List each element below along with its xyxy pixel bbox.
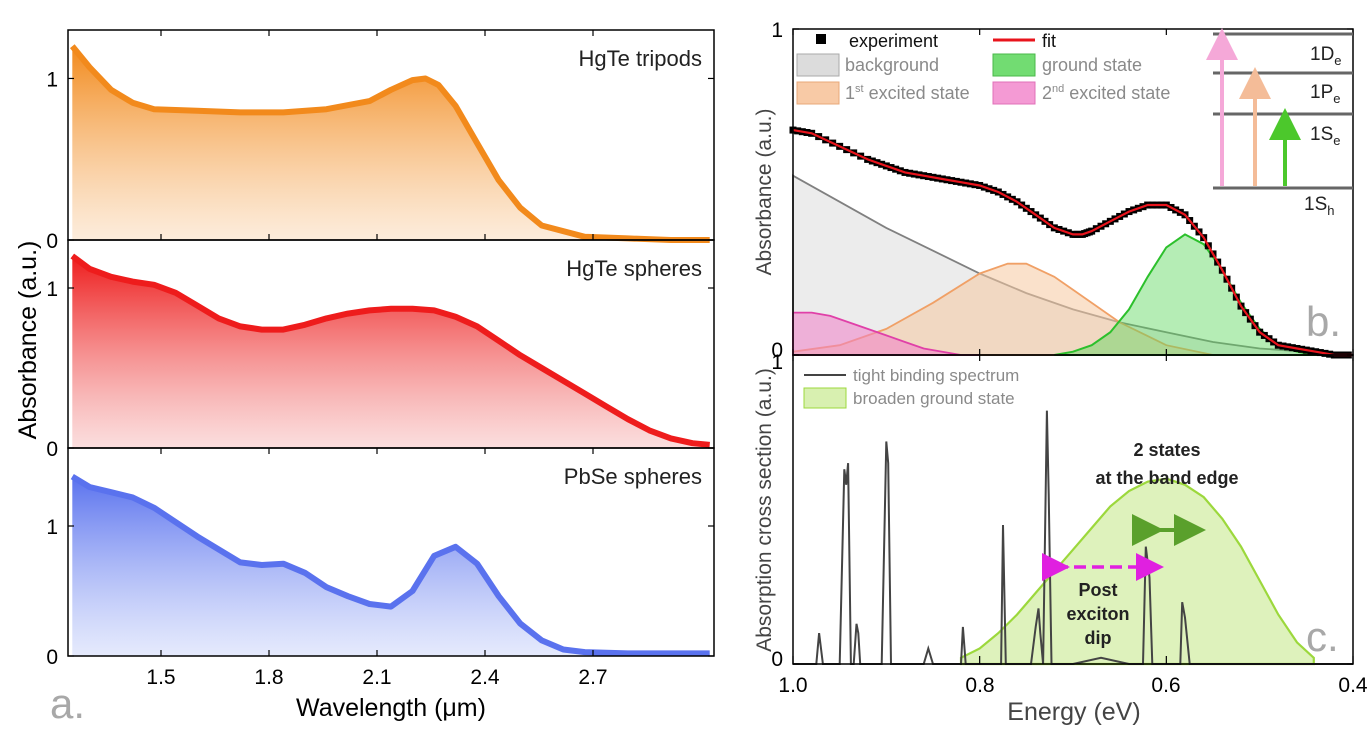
panel-a-letter: a.: [50, 680, 85, 727]
pbse-spheres-plot: [70, 474, 710, 657]
level-label-1de: 1De: [1310, 44, 1342, 68]
panel-a-x-axis-label: Wavelength (μm): [296, 694, 486, 722]
x-tick-label: 2.4: [470, 666, 500, 689]
legend-background-swatch: [796, 53, 840, 77]
hgte-tripods-plot: [69, 44, 710, 243]
panel-b-letter: b.: [1306, 298, 1341, 345]
panel-c-frame: [792, 354, 1354, 665]
panel-b-x-ticks: [792, 29, 1354, 355]
y-tick-label: 0: [771, 339, 783, 362]
panel-a-x-ticks: [160, 30, 594, 656]
fit-line: [792, 129, 1353, 357]
legend-first-excited-label: 1st excited state: [845, 83, 970, 103]
panel-b-y-axis-label: Absorbance (a.u.): [753, 109, 776, 276]
x-tick-label: 0.8: [965, 674, 994, 697]
panel-c-legend: tight binding spectrum broaden ground st…: [803, 366, 1019, 409]
series-label-hgte-tripods: HgTe tripods: [578, 46, 702, 71]
annotation-band-edge-line1: 2 states: [1133, 440, 1200, 460]
legend-broaden-label: broaden ground state: [853, 389, 1015, 408]
y-tick-label: 0: [771, 648, 783, 671]
y-tick-label: 1: [46, 68, 58, 91]
y-tick-label: 0: [46, 438, 58, 461]
y-tick-label: 0: [46, 646, 58, 669]
panel-c-x-ticks: [792, 355, 1354, 664]
x-tick-label: 0.4: [1338, 674, 1368, 697]
panel-c-y-axis-label: Absorption cross section (a.u.): [753, 368, 776, 652]
y-tick-label: 1: [771, 351, 783, 374]
legend-broaden-swatch: [803, 387, 847, 409]
y-tick-label: 0: [46, 230, 58, 253]
panel-c-letter: c.: [1306, 613, 1339, 660]
panel-a-frame-bottom: [67, 447, 715, 657]
legend-experiment-label: experiment: [849, 31, 938, 51]
level-label-1se: 1Se: [1310, 124, 1340, 148]
annotation-dip-line3: dip: [1085, 628, 1112, 648]
panel-b-legend: experiment fit background ground state 1…: [796, 31, 1170, 105]
legend-ground-swatch: [992, 53, 1036, 77]
legend-first-excited-swatch: [796, 81, 840, 105]
legend-background-label: background: [845, 55, 939, 75]
annotation-band-edge-line2: at the band edge: [1095, 468, 1238, 488]
annotation-dip-line1: Post: [1078, 580, 1117, 600]
legend-fit-label: fit: [1042, 31, 1056, 51]
hgte-tripods-area: [72, 46, 710, 241]
panel-c-x-axis-label: Energy (eV): [1007, 698, 1140, 726]
x-tick-label: 2.1: [362, 666, 391, 689]
hgte-spheres-plot: [70, 253, 710, 448]
panel-a-y-axis-label: Absorbance (a.u.): [14, 241, 42, 440]
x-tick-label: 1.0: [778, 674, 807, 697]
panel-a-y-ticks: 0 1 0 1 0 1: [46, 68, 714, 669]
broaden-ground-state-area: [959, 477, 1315, 666]
level-label-1pe: 1Pe: [1310, 82, 1340, 106]
legend-tb-label: tight binding spectrum: [853, 366, 1019, 385]
series-label-pbse-spheres: PbSe spheres: [564, 464, 702, 489]
y-tick-label: 1: [771, 19, 783, 42]
panel-b: 0 1 experiment fit background ground stat…: [753, 19, 1354, 362]
legend-ground-label: ground state: [1042, 55, 1142, 75]
series-label-hgte-spheres: HgTe spheres: [566, 256, 702, 281]
pbse-spheres-area: [72, 476, 710, 656]
legend-second-excited-label: 2nd excited state: [1042, 83, 1170, 103]
level-label-1sh: 1Sh: [1304, 194, 1334, 218]
energy-level-diagram: 1De 1Pe 1Se 1Sh: [1206, 28, 1353, 218]
panel-c-y-ticks: 01: [771, 351, 1353, 671]
x-tick-label: 1.8: [254, 666, 283, 689]
legend-experiment-marker: [816, 34, 826, 44]
y-tick-label: 1: [46, 278, 58, 301]
y-tick-label: 1: [46, 516, 58, 539]
x-tick-label: 2.7: [578, 666, 607, 689]
hgte-spheres-area: [72, 256, 710, 448]
hgte-tripods-line: [69, 44, 710, 243]
x-tick-label: 1.5: [146, 666, 175, 689]
x-tick-label: 0.6: [1151, 674, 1180, 697]
annotation-dip-line2: exciton: [1066, 604, 1129, 624]
panel-c: 01 tight binding spectrum broaden ground…: [753, 351, 1368, 726]
pbse-spheres-line: [70, 474, 710, 657]
hgte-spheres-line: [70, 253, 710, 448]
legend-second-excited-swatch: [992, 81, 1036, 105]
